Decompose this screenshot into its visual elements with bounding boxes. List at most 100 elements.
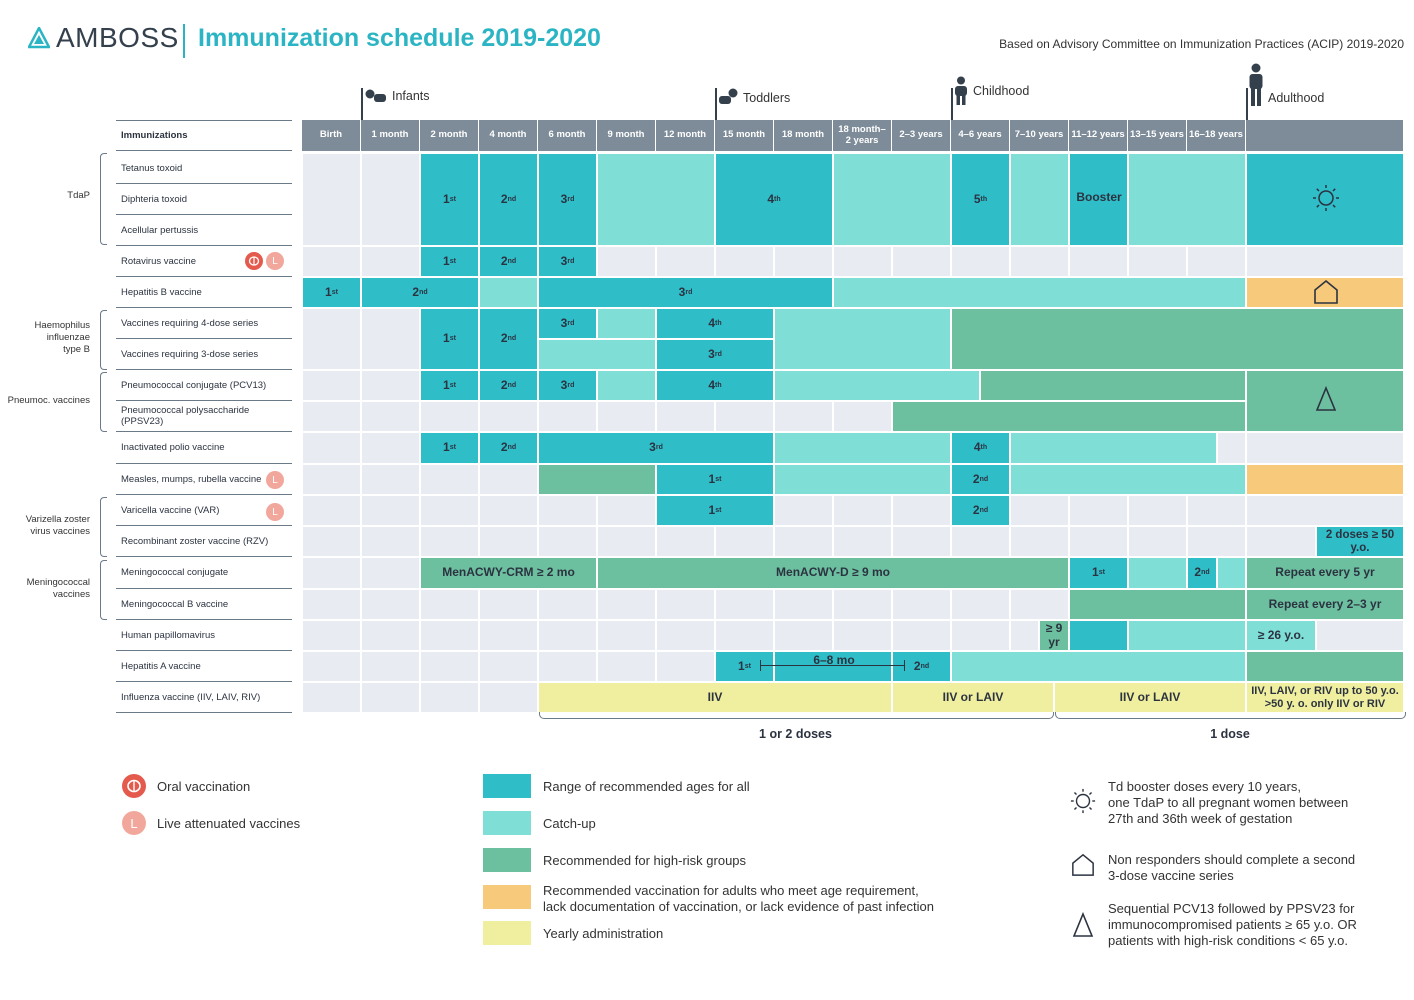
schedule-cell	[538, 620, 597, 651]
schedule-cell	[420, 526, 479, 557]
row-label: Diphteria toxoid	[116, 184, 292, 215]
schedule-cell	[538, 401, 597, 432]
schedule-cell	[1128, 557, 1187, 589]
schedule-cell	[1069, 495, 1128, 526]
schedule-cell	[774, 651, 892, 682]
schedule-cell	[715, 401, 774, 432]
schedule-cell	[1010, 620, 1039, 651]
legend-swatch-yearly	[483, 921, 531, 945]
schedule-cell	[1246, 370, 1404, 432]
row-label: Hepatitis A vaccine	[116, 651, 292, 682]
schedule-cell	[302, 651, 361, 682]
schedule-cell	[420, 495, 479, 526]
schedule-cell	[302, 432, 361, 464]
schedule-cell	[1246, 526, 1316, 557]
schedule-cell	[538, 651, 597, 682]
legend-swatch-range-all	[483, 774, 531, 798]
row-label: Meningococcal conjugate	[116, 557, 292, 589]
schedule-cell	[1010, 589, 1069, 620]
schedule-cell-label: IIV or LAIV	[1054, 682, 1246, 713]
schedule-cell	[833, 401, 892, 432]
schedule-cell	[892, 401, 1246, 432]
schedule-cell	[1187, 526, 1246, 557]
schedule-cell	[479, 620, 538, 651]
row-label: Rotavirus vaccine	[116, 246, 292, 277]
schedule-cell	[951, 246, 1010, 277]
row-label: Acellular pertussis	[116, 215, 292, 246]
schedule-cell	[715, 589, 774, 620]
row-label: Varicella vaccine (VAR)	[116, 495, 292, 526]
schedule-cell-label: ≥ 9 yr	[1039, 620, 1069, 651]
schedule-cell	[774, 464, 951, 495]
legend-swatch-adult-req	[483, 885, 531, 909]
toddler-icon	[719, 88, 738, 104]
schedule-cell	[538, 464, 656, 495]
row-label: Human papillomavirus	[116, 620, 292, 651]
schedule-cell	[361, 495, 420, 526]
schedule-cell	[656, 526, 715, 557]
age-column-header: 1 month	[361, 120, 420, 151]
live-icon: L	[266, 252, 284, 270]
sun-icon	[1070, 788, 1096, 814]
infants-divider	[361, 88, 363, 120]
schedule-cell	[833, 620, 892, 651]
schedule-cell-label: Repeat every 2–3 yr	[1246, 589, 1404, 620]
schedule-cell-label: IIV or LAIV	[892, 682, 1054, 713]
schedule-cell-label: 2 doses ≥ 50 y.o.	[1316, 526, 1404, 557]
schedule-cell	[1128, 620, 1246, 651]
age-column-header: 18 month	[774, 120, 833, 151]
age-column-header: 16–18 years	[1187, 120, 1246, 151]
schedule-cell	[1010, 153, 1069, 246]
age-column-header	[1246, 120, 1404, 151]
schedule-cell	[1128, 526, 1187, 557]
schedule-cell	[538, 526, 597, 557]
schedule-cell-label: ≥ 26 y.o.	[1246, 620, 1316, 651]
schedule-cell	[656, 401, 715, 432]
schedule-cell	[479, 526, 538, 557]
schedule-cell	[538, 339, 656, 370]
schedule-cell	[1246, 464, 1404, 495]
schedule-cell	[302, 526, 361, 557]
schedule-cell	[774, 401, 833, 432]
row-label: Hepatitis B vaccine	[116, 277, 292, 308]
legend-adult-req-label: Recommended vaccination for adults who m…	[543, 883, 934, 914]
age-column-header: 11–12 years	[1069, 120, 1128, 151]
schedule-cell	[892, 246, 951, 277]
schedule-cell	[951, 308, 1404, 370]
schedule-cell-label: Repeat every 5 yr	[1246, 557, 1404, 589]
schedule-cell	[479, 277, 538, 308]
schedule-cell	[538, 495, 597, 526]
schedule-cell	[833, 495, 892, 526]
schedule-cell	[892, 589, 951, 620]
schedule-cell	[361, 589, 420, 620]
age-group-toddlers: Toddlers	[717, 88, 790, 108]
schedule-cell	[951, 526, 1010, 557]
schedule-cell-label: MenACWY-CRM ≥ 2 mo	[420, 557, 597, 589]
legend-swatch-catch-up	[483, 811, 531, 835]
schedule-cell-label: IIV, LAIV, or RIV up to 50 y.o. >50 y. o…	[1246, 682, 1404, 713]
schedule-cell	[302, 620, 361, 651]
schedule-cell	[597, 153, 715, 246]
age-column-header: 7–10 years	[1010, 120, 1069, 151]
schedule-cell	[302, 495, 361, 526]
age-column-header: 13–15 years	[1128, 120, 1187, 151]
group-brace-pneumoc	[100, 372, 107, 432]
group-label-tdap: TdaP	[67, 190, 90, 201]
adulthood-divider	[1246, 88, 1248, 120]
group-label-hib: Haemophilus influenzae type B	[34, 320, 90, 355]
schedule-cell	[302, 682, 361, 713]
row-label: Vaccines requiring 3-dose series	[116, 339, 292, 370]
